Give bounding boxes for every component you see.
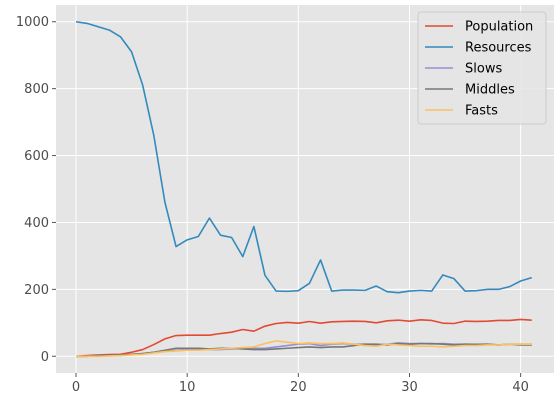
y-tick-label: 0: [41, 350, 49, 365]
series-line-population: [75, 318, 532, 358]
x-tick-label: 40: [512, 380, 529, 395]
legend-label-middles: Middles: [465, 83, 515, 98]
legend: Population Resources Slows Middles Fasts: [417, 11, 547, 125]
legend-label-fasts: Fasts: [465, 104, 498, 119]
y-tick-label: 200: [24, 283, 49, 298]
series-line-resources: [75, 20, 533, 294]
x-tick-label: 0: [72, 380, 80, 395]
series-lines: [75, 20, 533, 358]
y-tick-label: 800: [24, 82, 49, 97]
y-tick-label: 1000: [16, 15, 49, 30]
y-axis-ticks: 0 200 400 600 800 1000: [16, 15, 56, 365]
legend-label-resources: Resources: [465, 41, 532, 56]
series-line-fasts: [76, 340, 532, 358]
y-tick-label: 400: [24, 216, 49, 231]
legend-label-population: Population: [465, 20, 533, 35]
legend-label-slows: Slows: [465, 62, 502, 77]
x-tick-label: 30: [401, 380, 418, 395]
x-axis-ticks: 0 10 20 30 40: [72, 373, 529, 395]
x-tick-label: 20: [290, 380, 307, 395]
legend-box: [417, 11, 547, 125]
x-tick-label: 10: [179, 380, 196, 395]
y-tick-label: 600: [24, 149, 49, 164]
